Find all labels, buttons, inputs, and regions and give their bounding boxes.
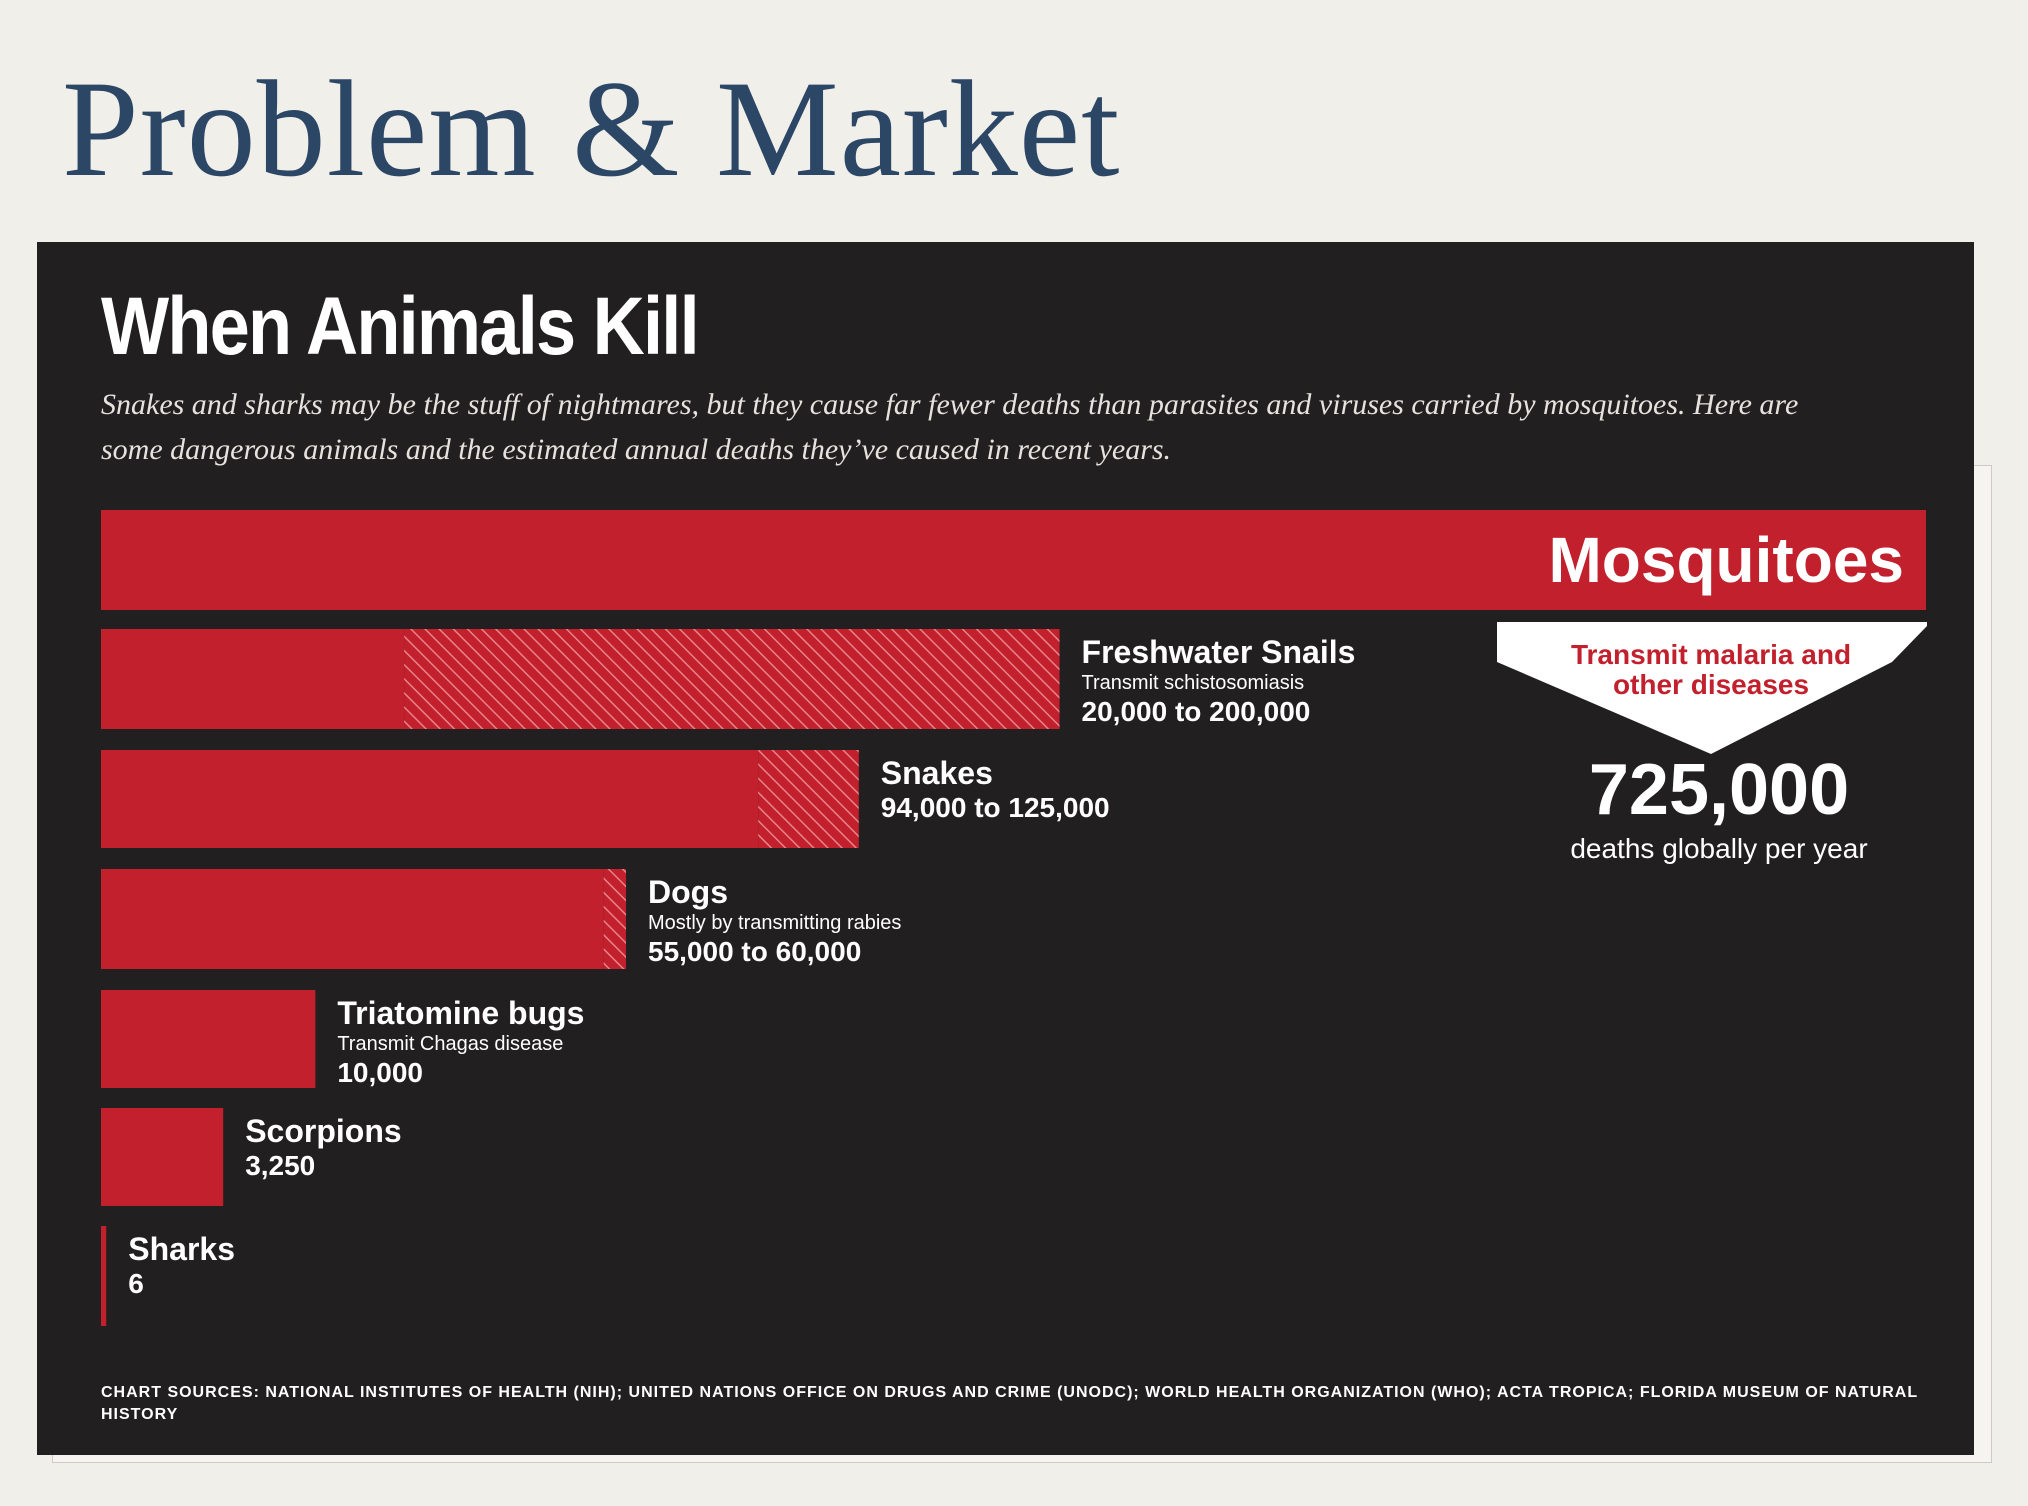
mosquito-callout-note-line2: other diseases [1613,669,1809,700]
mosquito-callout-caption: deaths globally per year [1570,833,1867,864]
bar-value-snakes: 94,000 to 125,000 [881,792,1110,823]
bar-dogs [101,869,604,969]
infographic-subtitle: Snakes and sharks may be the stuff of ni… [101,388,1799,466]
bar-range-dogs [603,869,627,969]
bar-label-snakes: Snakes [881,755,993,791]
mosquito-callout-value: 725,000 [1589,750,1849,830]
bar-value-freshwater-snails: 20,000 to 200,000 [1082,696,1311,727]
infographic-title: When Animals Kill [101,281,700,372]
bar-note-dogs: Mostly by transmitting rabies [648,912,901,934]
bar-note-freshwater-snails: Transmit schistosomiasis [1082,672,1305,694]
bar-range-freshwater-snails [404,629,1060,729]
bar-label-mosquitoes: Mosquitoes [1548,524,1904,596]
bar-label-scorpions: Scorpions [245,1113,401,1149]
bar-sharks [101,1226,107,1326]
chart-sources: CHART SOURCES: NATIONAL INSTITUTES OF HE… [101,1384,1918,1423]
bar-freshwater-snails [101,629,405,729]
bar-label-triatomine-bugs: Triatomine bugs [337,995,584,1031]
infographic-panel: When Animals Kill Snakes and sharks may … [37,242,1974,1455]
bar-value-triatomine-bugs: 10,000 [337,1057,423,1088]
bar-triatomine-bugs [101,990,316,1088]
bar-mosquitoes [101,510,1926,610]
bar-snakes [101,750,759,848]
bar-value-dogs: 55,000 to 60,000 [648,936,861,967]
bar-value-sharks: 6 [128,1268,144,1299]
bar-note-triatomine-bugs: Transmit Chagas disease [337,1033,563,1055]
bar-label-sharks: Sharks [128,1231,235,1267]
slide-title: Problem & Market [62,52,1121,205]
bar-value-scorpions: 3,250 [245,1150,315,1181]
mosquito-callout-note-line1: Transmit malaria and [1571,639,1851,670]
bar-scorpions [101,1108,224,1206]
bar-label-dogs: Dogs [648,874,728,910]
mosquito-callout-arrow [1497,622,1927,754]
bar-label-freshwater-snails: Freshwater Snails [1082,634,1356,670]
bar-range-snakes [758,750,859,848]
